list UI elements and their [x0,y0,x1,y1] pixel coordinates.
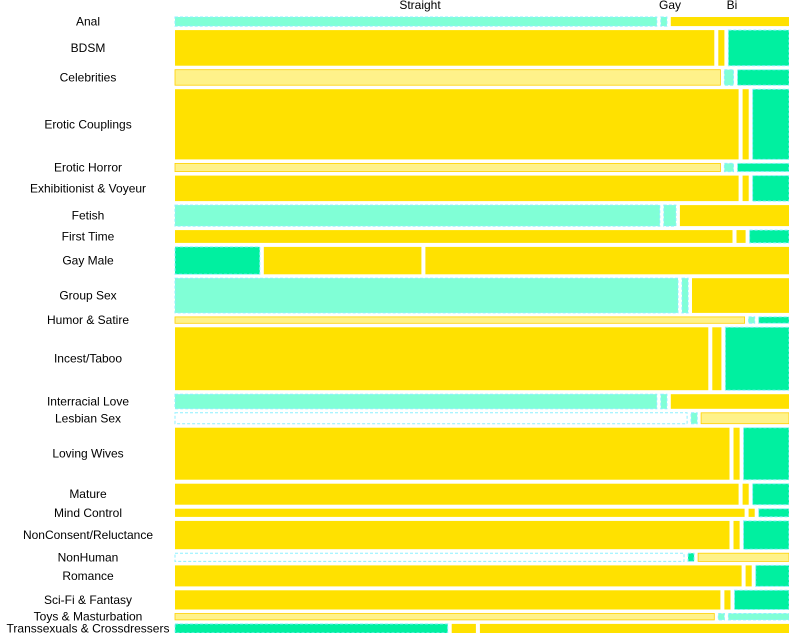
tile-interracial-love-straight [174,393,658,410]
tile-bdsm-bi [727,29,789,67]
tile-erotic-couplings-straight [175,89,739,160]
tile-erotic-couplings-bi [752,88,789,160]
tile-anal-gay [660,16,668,27]
tile-mind-control-bi [758,508,789,518]
mosaic-tiles [174,16,789,633]
tile-exhibitionist-and-voyeur-bi [752,175,789,202]
tile-incest-taboo-bi [724,326,789,391]
row-label-exhibitionist-and-voyeur: Exhibitionist & Voyeur [30,181,146,195]
tile-exhibitionist-and-voyeur-straight [175,175,739,202]
row-label-gay-male: Gay Male [62,254,114,268]
tile-mature-bi [752,483,789,506]
tile-incest-taboo-straight [175,327,709,391]
tile-transsexuals-and-crossdressers-gay [451,623,476,633]
tile-nonconsent-reluctance-straight [175,520,730,550]
row-label-nonhuman: NonHuman [58,550,119,564]
row-label-sci-fi-and-fantasy: Sci-Fi & Fantasy [44,593,132,607]
column-label-gay: Gay [659,0,681,12]
tile-lesbian-sex-straight [174,412,688,425]
tile-loving-wives-straight [175,427,730,480]
tile-transsexuals-and-crossdressers-straight [174,623,449,633]
row-label-incest-taboo: Incest/Taboo [54,352,122,366]
row-label-bdsm: BDSM [71,41,106,55]
tile-humor-and-satire-gay [748,316,756,324]
tile-group-sex-gay [681,277,689,314]
tile-romance-gay [745,565,752,587]
tile-group-sex-bi [692,278,789,313]
tile-romance-bi [755,564,789,587]
row-label-erotic-horror: Erotic Horror [54,161,122,175]
tile-transsexuals-and-crossdressers-bi [479,623,789,633]
tile-sci-fi-and-fantasy-gay [724,590,731,610]
tile-first-time-gay [736,230,746,243]
tile-romance-straight [175,565,742,587]
tile-loving-wives-bi [743,427,789,481]
tile-lesbian-sex-bi [700,412,789,425]
tile-erotic-couplings-gay [742,89,749,160]
tile-nonhuman-straight [174,552,685,562]
tile-gay-male-straight [174,246,261,275]
tile-nonhuman-bi [697,552,789,562]
tile-gay-male-bi [425,246,789,275]
tile-sci-fi-and-fantasy-straight [175,590,721,610]
row-label-loving-wives: Loving Wives [52,447,123,461]
tile-incest-taboo-gay [712,327,722,391]
tile-exhibitionist-and-voyeur-gay [742,175,749,202]
tile-humor-and-satire-straight [174,316,745,324]
row-label-first-time: First Time [62,230,115,244]
row-label-toys-and-masturbation: Toys & Masturbation [34,610,143,624]
tile-celebrities-straight [174,69,721,86]
tile-fetish-bi [679,205,789,227]
row-label-nonconsent-reluctance: NonConsent/Reluctance [23,528,153,542]
row-label-erotic-couplings: Erotic Couplings [44,117,131,131]
column-label-straight: Straight [399,0,441,12]
column-labels: Straight Gay Bi [399,0,737,12]
tile-interracial-love-gay [660,393,668,410]
tile-lesbian-sex-gay [690,412,698,425]
tile-mature-gay [742,483,749,505]
row-label-mature: Mature [69,487,107,501]
row-label-romance: Romance [62,569,114,583]
tile-fetish-gay [663,204,677,227]
tile-interracial-love-bi [670,394,789,409]
tile-toys-and-masturbation-straight [174,613,715,621]
row-label-group-sex: Group Sex [59,289,116,303]
row-label-fetish: Fetish [72,209,105,223]
row-label-transsexuals-and-crossdressers: Transsexuals & Crossdressers [7,621,170,633]
tile-celebrities-gay [723,69,735,86]
row-labels: Anal BDSM Celebrities Erotic Couplings Eroti… [7,15,170,633]
tile-nonhuman-gay [687,552,695,562]
tile-mind-control-straight [175,508,745,517]
tile-bdsm-straight [175,30,715,66]
row-label-humor-and-satire: Humor & Satire [47,313,129,327]
row-label-lesbian-sex: Lesbian Sex [55,411,121,425]
tile-mature-straight [175,483,739,505]
row-label-anal: Anal [76,15,100,29]
tile-celebrities-bi [737,69,789,86]
tile-nonconsent-reluctance-bi [743,520,789,550]
tile-erotic-horror-gay [723,162,735,173]
tile-erotic-horror-bi [737,162,789,173]
tile-first-time-straight [175,230,733,243]
column-label-bi: Bi [727,0,738,12]
tile-anal-straight [174,16,658,27]
tile-erotic-horror-straight [174,162,721,172]
tile-fetish-straight [174,204,661,227]
tile-toys-and-masturbation-gay [717,613,725,621]
tile-group-sex-straight [174,277,679,314]
tile-first-time-bi [749,229,789,244]
tile-bdsm-gay [718,30,725,66]
tile-sci-fi-and-fantasy-bi [734,589,789,610]
tile-humor-and-satire-bi [758,316,789,324]
tile-nonconsent-reluctance-gay [733,520,740,550]
row-label-celebrities: Celebrities [60,70,117,84]
tile-mind-control-gay [748,508,755,517]
tile-loving-wives-gay [733,427,740,480]
row-label-mind-control: Mind Control [54,506,122,520]
tile-toys-and-masturbation-bi [727,613,789,621]
tile-gay-male-gay [263,246,422,275]
row-label-interracial-love: Interracial Love [47,395,129,409]
tile-anal-bi [670,17,789,27]
